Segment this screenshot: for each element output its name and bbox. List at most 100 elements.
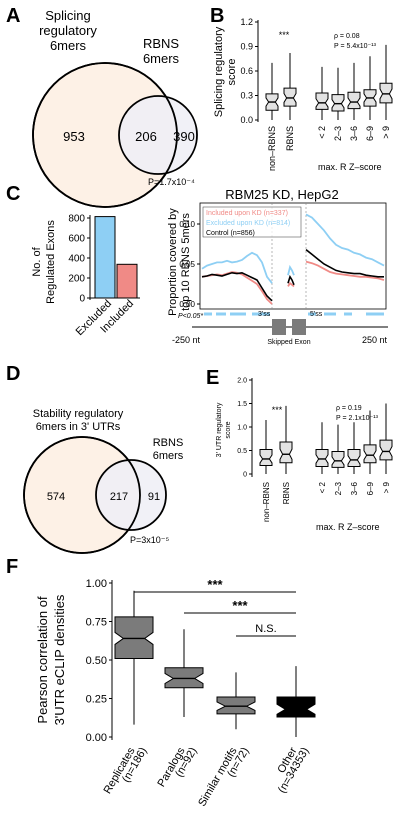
panel-e-ylabel-2: score <box>225 421 232 438</box>
panel-c-series-control-exon <box>287 274 295 286</box>
panel-c-line-y-tick-label: 0.05 <box>179 260 195 269</box>
panel-e-yticks: 0 0.5 1.0 1.5 2.0 <box>237 377 252 478</box>
panel-e-boxes <box>259 403 393 474</box>
panel-b-significance: *** <box>279 30 290 40</box>
panel-e-box <box>331 450 345 468</box>
panel-c-series-control-upstream <box>201 271 273 302</box>
panel-a: A Splicing regulatory 6mers RBNS 6mers 9… <box>6 5 198 208</box>
panel-b-right-xlabel: 2–3 <box>333 126 343 141</box>
panel-c-legend <box>202 206 302 238</box>
panel-c-3ss-label: 3'ss <box>258 311 271 318</box>
panel-f-sig-3: N.S. <box>255 623 276 635</box>
panel-b-box <box>315 92 329 110</box>
panel-b: B Splicing regulatory score 0.0 0.3 0.6 0.9… <box>210 5 393 172</box>
panel-e-box <box>259 449 273 467</box>
panel-e-box <box>279 441 293 464</box>
panel-b-y-tick-label: 0.0 <box>240 115 253 125</box>
panel-b-box <box>347 91 361 110</box>
venn-d-right-circle <box>95 459 167 531</box>
panel-e-ylabel-1: 3' UTR regulatory <box>216 402 223 457</box>
panel-c-label: C <box>6 183 20 205</box>
panel-e-right-xlabel: < 2 <box>318 481 327 493</box>
panel-f-yticks: 0.00 0.25 0.50 0.75 1.00 <box>86 578 112 744</box>
panel-b-left-xlabel: non–RBNS <box>267 126 277 171</box>
panel-b-right-xlabel: 3–6 <box>349 126 359 141</box>
panel-e-xtitle: max. R Z–score <box>316 522 380 532</box>
panel-e-right-xlabel: 3–6 <box>350 481 359 495</box>
panel-e-y-tick-label: 1.5 <box>237 401 247 408</box>
panel-c-5ss-label: 5'ss <box>310 311 323 318</box>
venn-d-pvalue: P=3x10⁻⁵ <box>130 535 170 545</box>
panel-c-bar-included <box>116 263 138 299</box>
panel-c-title: RBM25 KD, HepG2 <box>225 187 338 202</box>
panel-f-y-tick-label: 0.25 <box>86 693 107 705</box>
panel-f-sig-2: *** <box>232 598 248 613</box>
panel-c-series-included-downstream <box>305 260 385 281</box>
panel-c-exon-right <box>292 319 306 335</box>
venn-a-right-title-1: RBNS <box>143 36 179 51</box>
panel-c-line-ylabel-1: Proportion covered by <box>167 208 179 316</box>
venn-d-right-title-2: 6mers <box>153 450 184 462</box>
panel-c-series-control-downstream <box>305 248 384 278</box>
panel-c-bar-y-tick-label: 0 <box>79 294 85 305</box>
panel-b-box <box>331 94 345 112</box>
panel-b-right-xlabel: > 9 <box>381 126 391 139</box>
panel-f-ylabel-2: 3'UTR eCLIP densities <box>52 594 67 725</box>
panel-b-right-xlabel: < 2 <box>317 126 327 139</box>
panel-b-ylabel-2: score <box>226 59 238 86</box>
panel-b-right-xlabel: 6–9 <box>365 126 375 141</box>
panel-c-bar-y-tick-label: 800 <box>68 214 85 225</box>
panel-c-series-excluded-upstream <box>201 251 273 284</box>
panel-e-box <box>363 444 377 464</box>
panel-c-series-excluded-downstream <box>305 213 385 267</box>
panel-c-line-y-tick-label: 0.00 <box>179 300 195 309</box>
panel-d-label: D <box>6 363 20 385</box>
panel-c-line-yticks: 0.00 0.05 0.10 <box>179 220 200 309</box>
venn-a-pvalue: P=1.7x10⁻⁴ <box>148 177 195 187</box>
panel-c-legend-included: Included upon KD (n=337) <box>206 210 288 217</box>
panel-e-xlabels: non–RBNS RBNS < 2 2–3 3–6 6–9 > 9 <box>262 481 391 522</box>
venn-a-overlap-count: 206 <box>135 129 157 144</box>
panel-e-y-tick-label: 0.5 <box>237 448 247 455</box>
panel-e-right-xlabel: 2–3 <box>334 481 343 495</box>
panel-e-stat-p: P = 2.1x10⁻¹³ <box>336 415 379 422</box>
panel-c-lines <box>201 213 385 305</box>
panel-b-y-tick-label: 1.2 <box>240 17 253 27</box>
panel-c-exon-label: Skipped Exon <box>267 339 310 346</box>
panel-f-y-tick-label: 0.00 <box>86 732 107 744</box>
panel-c-sig-label: P<0.05* <box>178 313 203 320</box>
panel-e-left-xlabel: RBNS <box>282 482 291 504</box>
panel-c-bar-yticks: 0 200 400 600 800 <box>68 214 90 305</box>
panel-b-y-tick-label: 0.3 <box>240 91 253 101</box>
panel-c-bar-ylabel-2: Regulated Exons <box>45 220 57 304</box>
panel-c-bar-excluded <box>94 216 116 299</box>
panel-b-ylabel-1: Splicing regulatory <box>213 26 225 117</box>
panel-b-boxes <box>265 44 393 120</box>
venn-a-left-count: 953 <box>63 129 85 144</box>
panel-c-series-included-exon <box>287 281 295 288</box>
panel-e-left-xlabel: non–RBNS <box>262 482 271 522</box>
panel-b-left-xlabel: RBNS <box>285 126 295 151</box>
panel-f-box <box>276 696 316 718</box>
venn-d-overlap-count: 217 <box>110 491 128 503</box>
panel-f-box <box>216 696 256 715</box>
panel-c-bar-y-tick-label: 400 <box>68 254 85 265</box>
panel-b-xtitle: max. R Z–score <box>318 162 382 172</box>
panel-c-line-y-tick-label: 0.10 <box>179 220 195 229</box>
panel-f-box <box>114 616 154 659</box>
panel-b-box <box>379 82 393 104</box>
panel-e-significance: *** <box>272 405 283 415</box>
panel-e-box <box>315 449 329 467</box>
panel-c-bar-y-tick-label: 600 <box>68 234 85 245</box>
panel-f-sig-1: *** <box>207 577 223 592</box>
panel-e-y-tick-label: 0 <box>243 471 247 478</box>
panel-c-bar-y-tick-label: 200 <box>68 274 85 285</box>
panel-c-line-ylabel-2: top 10 RBNS 5mers <box>180 213 192 311</box>
panel-f-label: F <box>6 556 18 578</box>
panel-c-line-frame <box>199 202 387 310</box>
panel-b-y-tick-label: 0.9 <box>240 42 253 52</box>
panel-b-stat-rho: ρ = 0.08 <box>334 33 360 40</box>
panel-c-series-excluded-exon <box>287 264 295 276</box>
venn-a-left-title-2: regulatory <box>39 23 97 38</box>
